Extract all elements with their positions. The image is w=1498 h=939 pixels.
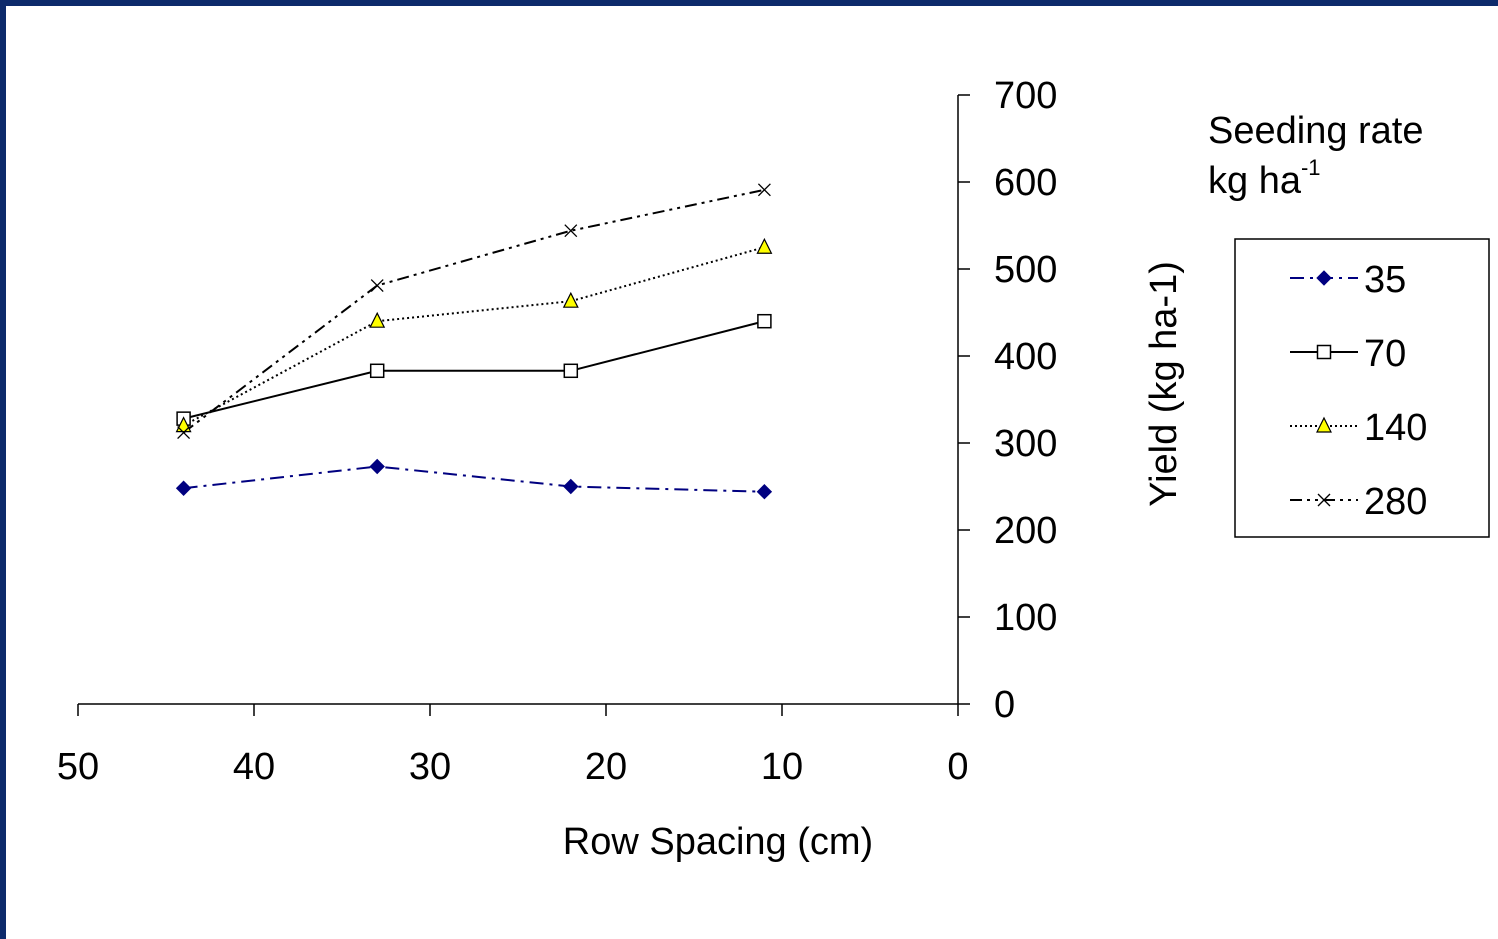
legend-marker-35 — [1316, 270, 1332, 286]
series-line-35 — [183, 465, 765, 493]
legend-marker-140 — [1316, 416, 1332, 433]
data-point-280 — [757, 183, 771, 197]
data-point-70 — [757, 313, 772, 329]
marker-stroke — [177, 426, 191, 440]
data-point-35 — [563, 478, 579, 495]
legend-label-70: 70 — [1364, 333, 1406, 375]
legend-box — [1234, 238, 1490, 538]
x-axis-title: Row Spacing (cm) — [563, 821, 873, 863]
legend-label-35: 35 — [1364, 259, 1406, 301]
data-point-280 — [177, 426, 191, 440]
data-point-140 — [175, 416, 192, 433]
y-tick-label: 200 — [994, 510, 1057, 552]
y-axis-title: Yield (kg ha-1) — [1143, 261, 1185, 507]
x-tick-label: 40 — [233, 746, 275, 788]
series-markers — [175, 183, 773, 500]
x-tick-label: 0 — [947, 746, 968, 788]
marker-stroke — [757, 183, 771, 197]
legend-marker-280 — [1317, 493, 1331, 507]
legend-title: Seeding rate kg ha-1 — [1208, 106, 1424, 206]
y-tick-label: 600 — [994, 162, 1057, 204]
data-point-140 — [562, 291, 579, 308]
y-tick-label: 0 — [994, 684, 1015, 726]
marker-stroke — [1317, 493, 1331, 507]
series-line-140 — [183, 246, 765, 427]
slide-background: 50 40 30 20 10 0 0 100 200 300 400 500 600 700 Row Sp… — [6, 6, 1498, 939]
marker-stroke — [564, 224, 578, 238]
legend-title-line2: kg ha-1 — [1208, 156, 1424, 206]
y-tick-label: 400 — [994, 336, 1057, 378]
data-point-35 — [756, 484, 773, 500]
data-point-140 — [369, 311, 386, 328]
marker-stroke — [370, 279, 384, 292]
data-point-140 — [756, 237, 773, 254]
y-tick-label: 700 — [994, 75, 1057, 117]
legend-marker-70 — [1316, 344, 1332, 360]
x-tick-label: 50 — [57, 746, 99, 788]
legend-label-280: 280 — [1364, 481, 1427, 523]
legend-title-exponent: -1 — [1300, 155, 1321, 180]
legend-label-140: 140 — [1364, 407, 1427, 449]
data-point-70 — [563, 363, 579, 379]
series-lines — [182, 188, 765, 493]
legend-title-line1: Seeding rate — [1208, 110, 1424, 152]
x-tick-label: 20 — [585, 746, 627, 788]
x-tick-label: 10 — [761, 746, 803, 788]
y-tick-label: 500 — [994, 249, 1057, 291]
data-point-280 — [564, 224, 578, 238]
series-line-70 — [183, 320, 765, 420]
data-point-35 — [369, 458, 385, 475]
data-point-70 — [369, 363, 385, 379]
legend: 35 70 140 280 — [1234, 238, 1490, 538]
y-tick-label: 300 — [994, 423, 1057, 465]
y-tick-label: 100 — [994, 597, 1057, 639]
data-point-280 — [370, 279, 384, 292]
legend-title-unit: kg ha — [1208, 160, 1301, 202]
x-tick-label: 30 — [409, 746, 451, 788]
data-point-35 — [175, 480, 192, 496]
